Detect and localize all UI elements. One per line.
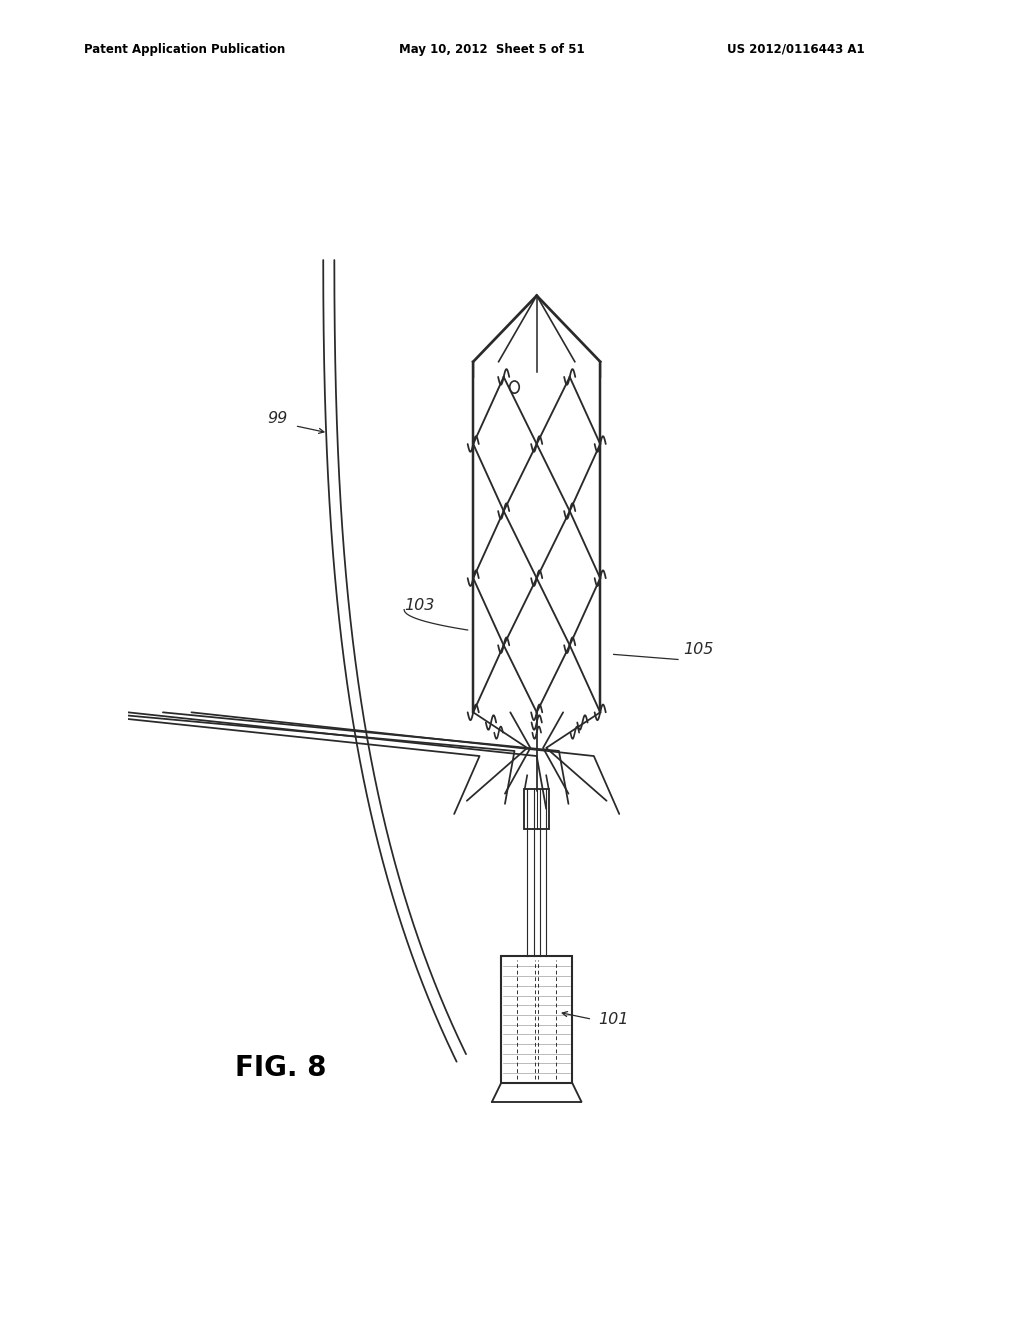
Text: 99: 99 <box>267 411 287 425</box>
Text: 103: 103 <box>404 598 434 612</box>
Text: 105: 105 <box>684 643 714 657</box>
Text: Patent Application Publication: Patent Application Publication <box>84 42 286 55</box>
Text: FIG. 8: FIG. 8 <box>236 1055 327 1082</box>
Text: May 10, 2012  Sheet 5 of 51: May 10, 2012 Sheet 5 of 51 <box>399 42 585 55</box>
Bar <box>524 788 550 829</box>
Text: US 2012/0116443 A1: US 2012/0116443 A1 <box>727 42 864 55</box>
Bar <box>501 956 572 1084</box>
Text: 101: 101 <box>599 1012 629 1027</box>
